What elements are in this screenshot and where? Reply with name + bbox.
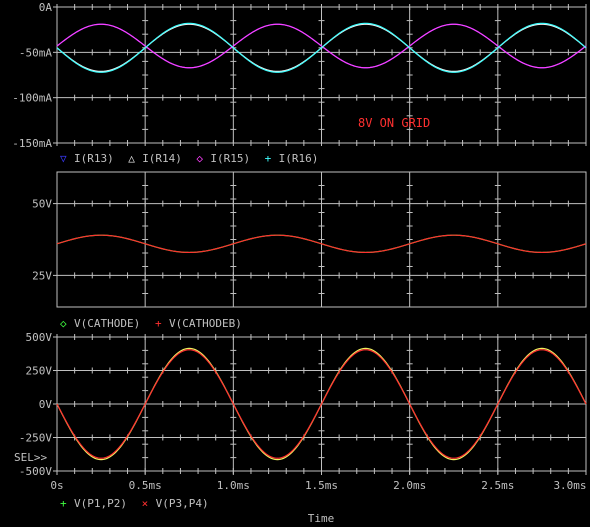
y-tick-label: -100mA — [12, 92, 52, 105]
legend-label: I(R16) — [279, 152, 319, 165]
cathode-voltage-panel: 50V 25V ◇ V(CATHODE) + V(CATHODEB) — [32, 171, 587, 330]
x-tick-label: 0s — [50, 479, 63, 492]
legend-label: I(R13) — [74, 152, 114, 165]
x-tick-label: 2.5ms — [481, 479, 514, 492]
minor-ticks — [56, 171, 587, 308]
y-tick-label: -250V — [19, 432, 52, 445]
x-tick-label: 1.0ms — [217, 479, 250, 492]
legend-label: V(P1,P2) — [74, 497, 127, 510]
legend: + V(P1,P2) × V(P3,P4) — [60, 497, 209, 510]
legend-label: V(P3,P4) — [156, 497, 209, 510]
y-tick-label: 500V — [26, 331, 53, 344]
sel-marker: SEL>> — [14, 451, 47, 464]
legend: ▽ I(R13) △ I(R14) ◇ I(R15) + I(R16) — [60, 152, 318, 165]
legend-symbol-icon: ▽ — [60, 152, 67, 165]
y-tick-label: 25V — [32, 269, 52, 282]
legend: ◇ V(CATHODE) + V(CATHODEB) — [60, 317, 242, 330]
legend-label: V(CATHODEB) — [169, 317, 242, 330]
legend-label: V(CATHODE) — [74, 317, 140, 330]
legend-label: I(R14) — [142, 152, 182, 165]
time-axis: 0s 0.5ms 1.0ms 1.5ms 2.0ms 2.5ms 3.0ms Time — [50, 471, 587, 525]
legend-symbol-icon: ◇ — [196, 152, 203, 165]
legend-symbol-icon: + — [60, 497, 67, 510]
y-tick-label: -50mA — [19, 46, 52, 59]
series-line-v-cathodeb- — [56, 234, 587, 254]
x-tick-label: 0.5ms — [129, 479, 162, 492]
y-tick-label: 0A — [39, 1, 53, 14]
x-tick-label: 1.5ms — [305, 479, 338, 492]
legend-symbol-icon: × — [142, 497, 149, 510]
legend-symbol-icon: + — [265, 152, 272, 165]
series-line-v-p3-p4- — [56, 349, 587, 459]
series-line-i-r15- — [56, 23, 587, 69]
legend-symbol-icon: △ — [128, 152, 135, 165]
x-axis-title: Time — [308, 512, 335, 525]
y-tick-label: 0V — [39, 398, 53, 411]
x-tick-label: 3.0ms — [553, 479, 586, 492]
x-tick-label: 2.0ms — [393, 479, 426, 492]
y-tick-label: 50V — [32, 198, 52, 211]
annotation-label: 8V ON GRID — [358, 116, 430, 130]
minor-ticks — [56, 4, 587, 146]
y-tick-label: -150mA — [12, 137, 52, 150]
legend-label: I(R15) — [210, 152, 250, 165]
y-tick-label: -500V — [19, 465, 52, 478]
series-line-i-r16- — [56, 22, 587, 73]
current-panel: 0A -50mA -100mA -150mA 8V ON GRID ▽ I(R13) △ I(R… — [12, 1, 587, 165]
legend-symbol-icon: + — [155, 317, 162, 330]
legend-symbol-icon: ◇ — [60, 317, 67, 330]
y-tick-label: 250V — [26, 365, 53, 378]
